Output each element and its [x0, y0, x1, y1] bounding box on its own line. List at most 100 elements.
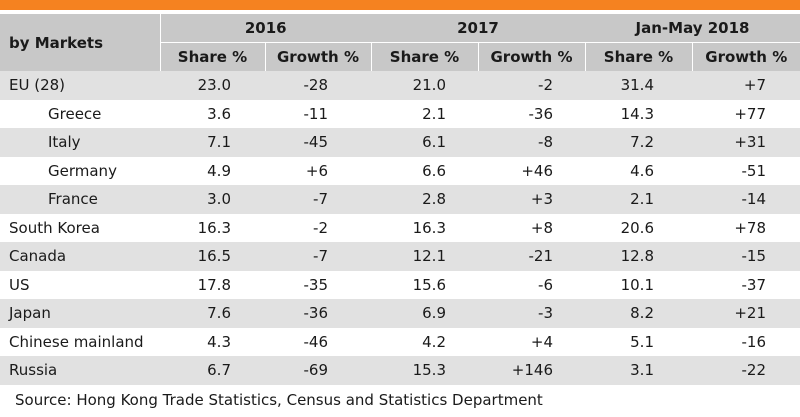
share-2016-cell: 3.6	[207, 104, 231, 123]
share-2016-cell: 3.0	[160, 185, 265, 214]
table-row: Chinese mainland 4.3 -46 4.2 +4 5.1 -16	[0, 328, 800, 357]
share-2018-cell: 12.8	[585, 242, 692, 271]
market-name: Canada	[0, 242, 160, 271]
market-name: Chinese mainland	[9, 332, 144, 351]
share-2016-cell: 4.9	[207, 161, 231, 180]
growth-2016-cell: -28	[265, 71, 371, 100]
growth-2018-cell: -16	[741, 332, 767, 351]
market-name: Japan	[0, 299, 160, 328]
growth-2016-cell: -36	[265, 299, 371, 328]
market-name: South Korea	[9, 218, 100, 237]
growth-2017-cell: -8	[478, 128, 585, 157]
growth-2018-cell: +77	[734, 104, 767, 123]
source-note: Source: Hong Kong Trade Statistics, Cens…	[15, 391, 543, 409]
growth-header-2016: Growth %	[264, 42, 371, 71]
share-2018-cell: 10.1	[620, 275, 654, 294]
table-row: Germany 4.9 +6 6.6 +46 4.6 -51	[0, 157, 800, 186]
growth-2016-cell: +6	[305, 161, 328, 180]
market-name: Greece	[48, 104, 102, 123]
table-row: South Korea 16.3 -2 16.3 +8 20.6 +78	[0, 214, 800, 243]
growth-2016-cell: -7	[265, 185, 371, 214]
growth-2017-cell: -6	[538, 275, 553, 294]
table-row: Greece 3.6 -11 2.1 -36 14.3 +77	[0, 100, 800, 129]
share-2018-cell: 7.2	[585, 128, 692, 157]
year-header-2017: 2017	[371, 14, 585, 43]
table-row: Italy 7.1 -45 6.1 -8 7.2 +31	[0, 128, 800, 157]
share-2016-cell: 4.3	[207, 332, 231, 351]
share-2017-cell: 6.6	[422, 161, 446, 180]
growth-header-2017: Growth %	[477, 42, 585, 71]
share-2016-cell: 7.1	[160, 128, 265, 157]
growth-2018-cell: -51	[741, 161, 767, 180]
share-2017-cell: 16.3	[412, 218, 446, 237]
table-row: US 17.8 -35 15.6 -6 10.1 -37	[0, 271, 800, 300]
table-row: Japan 7.6 -36 6.9 -3 8.2 +21	[0, 299, 800, 328]
growth-2018-cell: +31	[692, 128, 800, 157]
year-header-2016: 2016	[160, 14, 371, 43]
share-2017-cell: 21.0	[371, 71, 478, 100]
growth-2017-cell: +8	[530, 218, 553, 237]
share-2017-cell: 6.9	[371, 299, 478, 328]
market-name: Russia	[0, 356, 160, 385]
market-name: Italy	[0, 128, 160, 157]
share-2017-cell: 6.1	[371, 128, 478, 157]
share-header-2018: Share %	[584, 42, 692, 71]
share-2018-cell: 20.6	[620, 218, 654, 237]
market-name: EU (28)	[0, 71, 160, 100]
year-header-2018: Jan-May 2018	[585, 14, 800, 43]
table-row: Canada 16.5 -7 12.1 -21 12.8 -15	[0, 242, 800, 271]
markets-table: by Markets 2016 2017 Jan-May 2018 Share …	[0, 14, 800, 385]
table-row: EU (28) 23.0 -28 21.0 -2 31.4 +7	[0, 71, 800, 100]
growth-2017-cell: +146	[478, 356, 585, 385]
share-header-2016: Share %	[160, 42, 265, 71]
share-2017-cell: 2.1	[422, 104, 446, 123]
growth-2018-cell: +21	[692, 299, 800, 328]
share-2017-cell: 12.1	[371, 242, 478, 271]
share-2016-cell: 23.0	[160, 71, 265, 100]
growth-2016-cell: -35	[303, 275, 329, 294]
growth-2016-cell: -7	[265, 242, 371, 271]
market-column-header: by Markets	[0, 14, 161, 71]
share-2016-cell: 7.6	[160, 299, 265, 328]
market-name: Germany	[48, 161, 117, 180]
growth-2016-cell: -46	[303, 332, 329, 351]
market-name: France	[0, 185, 160, 214]
share-2017-cell: 2.8	[371, 185, 478, 214]
growth-2018-cell: -15	[692, 242, 800, 271]
share-2016-cell: 16.5	[160, 242, 265, 271]
share-2018-cell: 8.2	[585, 299, 692, 328]
share-2017-cell: 15.3	[371, 356, 478, 385]
accent-bar	[0, 0, 800, 10]
share-2016-cell: 17.8	[197, 275, 231, 294]
share-2018-cell: 4.6	[630, 161, 654, 180]
share-2018-cell: 31.4	[585, 71, 692, 100]
growth-2017-cell: +4	[530, 332, 553, 351]
growth-2016-cell: -11	[303, 104, 329, 123]
share-2017-cell: 15.6	[412, 275, 446, 294]
growth-2017-cell: +3	[478, 185, 585, 214]
share-2017-cell: 4.2	[422, 332, 446, 351]
table-row: France 3.0 -7 2.8 +3 2.1 -14	[0, 185, 800, 214]
growth-2018-cell: +7	[692, 71, 800, 100]
share-2018-cell: 3.1	[585, 356, 692, 385]
share-header-2017: Share %	[370, 42, 478, 71]
growth-2017-cell: -3	[478, 299, 585, 328]
growth-2017-cell: -36	[528, 104, 554, 123]
share-2016-cell: 6.7	[160, 356, 265, 385]
growth-header-2018: Growth %	[691, 42, 800, 71]
share-2018-cell: 5.1	[630, 332, 654, 351]
growth-2016-cell: -45	[265, 128, 371, 157]
growth-2017-cell: -21	[478, 242, 585, 271]
growth-2018-cell: -14	[692, 185, 800, 214]
growth-2017-cell: +46	[521, 161, 553, 180]
table-row: Russia 6.7 -69 15.3 +146 3.1 -22	[0, 356, 800, 385]
growth-2016-cell: -69	[265, 356, 371, 385]
share-2018-cell: 14.3	[620, 104, 654, 123]
growth-2016-cell: -2	[313, 218, 328, 237]
share-2016-cell: 16.3	[197, 218, 231, 237]
growth-2018-cell: +78	[734, 218, 767, 237]
market-name: US	[9, 275, 30, 294]
growth-2018-cell: -37	[741, 275, 767, 294]
share-2018-cell: 2.1	[585, 185, 692, 214]
growth-2018-cell: -22	[692, 356, 800, 385]
